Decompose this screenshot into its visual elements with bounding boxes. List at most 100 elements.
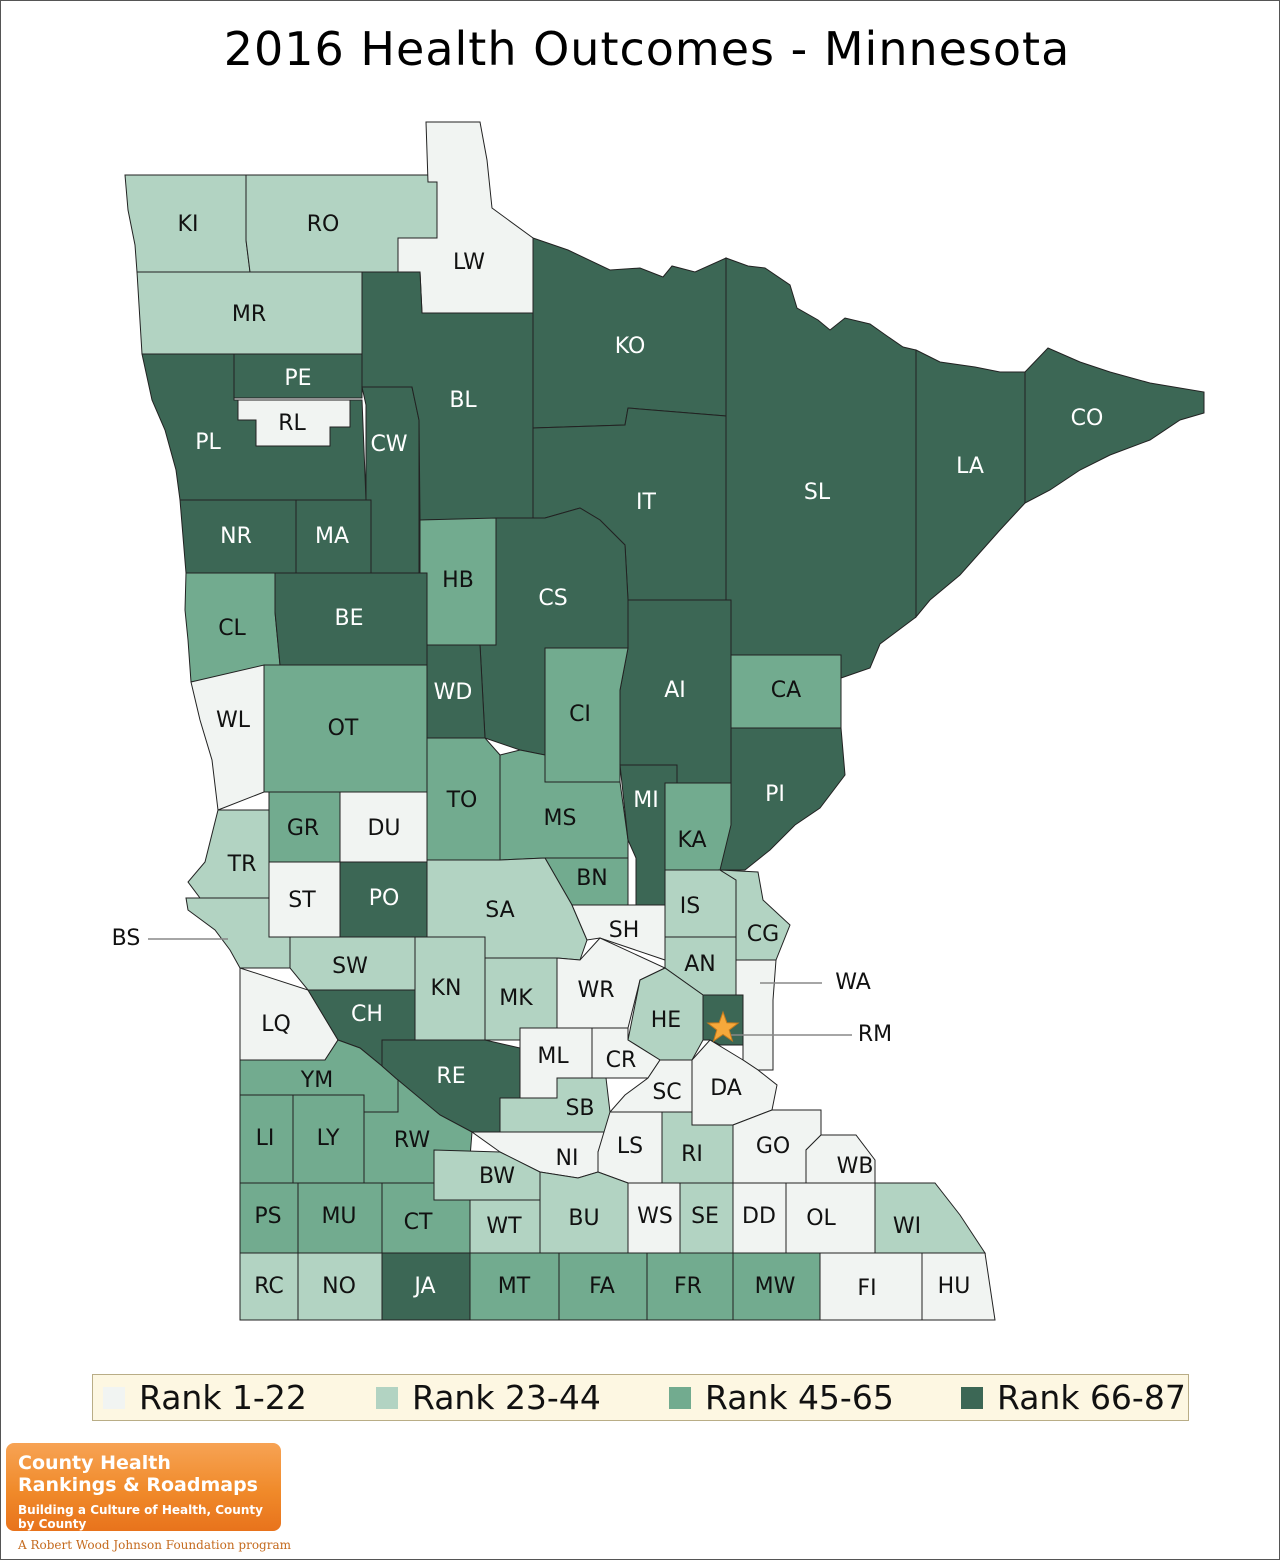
county-sh[interactable] bbox=[571, 904, 666, 961]
county-label-rm: RM bbox=[858, 1022, 892, 1047]
county-label-it: IT bbox=[636, 490, 656, 515]
county-label-an: AN bbox=[684, 952, 716, 977]
county-label-pi: PI bbox=[765, 782, 785, 807]
county-label-ja: JA bbox=[412, 1274, 435, 1299]
county-label-bs: BS bbox=[112, 926, 141, 951]
county-label-wt: WT bbox=[486, 1214, 522, 1239]
county-label-ct: CT bbox=[404, 1210, 433, 1235]
county-label-pe: PE bbox=[284, 366, 311, 391]
county-label-wd: WD bbox=[434, 680, 473, 705]
county-label-tr: TR bbox=[227, 852, 257, 877]
county-cg[interactable] bbox=[718, 869, 791, 961]
legend-item-rank-23-44: Rank 23-44 bbox=[376, 1375, 601, 1420]
county-label-ma: MA bbox=[315, 524, 349, 549]
county-label-wb: WB bbox=[837, 1154, 874, 1179]
county-label-ko: KO bbox=[615, 334, 646, 359]
county-label-ol: OL bbox=[806, 1206, 836, 1231]
county-label-rl: RL bbox=[278, 411, 306, 436]
county-label-ca: CA bbox=[771, 678, 801, 703]
county-hu[interactable] bbox=[921, 1252, 996, 1321]
county-label-la: LA bbox=[956, 454, 984, 479]
county-label-lw: LW bbox=[453, 250, 485, 275]
legend-swatch-rank-1-22 bbox=[103, 1386, 125, 1409]
map-title: 2016 Health Outcomes - Minnesota bbox=[223, 22, 1071, 76]
county-label-mi: MI bbox=[633, 788, 658, 813]
logo-tagline: Building a Culture of Health, County by … bbox=[18, 1503, 263, 1531]
county-label-ls: LS bbox=[617, 1134, 643, 1159]
county-label-mt: MT bbox=[498, 1274, 531, 1299]
county-label-po: PO bbox=[369, 886, 400, 911]
county-label-kn: KN bbox=[431, 976, 462, 1001]
county-label-cr: CR bbox=[606, 1048, 637, 1073]
county-label-rw: RW bbox=[394, 1128, 430, 1153]
county-label-ot: OT bbox=[328, 716, 359, 741]
county-sl[interactable] bbox=[725, 257, 917, 679]
county-label-re: RE bbox=[436, 1064, 465, 1089]
county-label-bu: BU bbox=[568, 1206, 599, 1231]
legend-item-rank-1-22: Rank 1-22 bbox=[103, 1375, 307, 1420]
county-bs[interactable] bbox=[185, 897, 291, 969]
county-label-wa: WA bbox=[835, 970, 871, 995]
county-label-bw: BW bbox=[479, 1164, 515, 1189]
county-label-da: DA bbox=[710, 1076, 742, 1101]
county-label-ci: CI bbox=[569, 702, 591, 727]
county-la[interactable] bbox=[915, 349, 1026, 619]
legend-swatch-rank-66-87 bbox=[961, 1386, 983, 1409]
county-label-is: IS bbox=[680, 894, 700, 919]
county-ko[interactable] bbox=[532, 237, 727, 429]
legend: Rank 1-22 Rank 23-44 Rank 45-65 Rank 66-… bbox=[92, 1374, 1189, 1421]
county-label-cs: CS bbox=[538, 586, 567, 611]
county-label-st: ST bbox=[288, 888, 316, 913]
county-label-ki: KI bbox=[178, 212, 199, 237]
county-co[interactable] bbox=[1024, 347, 1205, 504]
county-da[interactable] bbox=[691, 1039, 778, 1126]
logo-title-line2: Rankings & Roadmaps bbox=[18, 1474, 258, 1496]
county-label-no: NO bbox=[322, 1274, 356, 1299]
legend-label-rank-23-44: Rank 23-44 bbox=[412, 1378, 601, 1417]
county-label-sc: SC bbox=[652, 1080, 681, 1105]
county-label-cg: CG bbox=[747, 922, 779, 947]
county-label-mu: MU bbox=[321, 1204, 356, 1229]
county-label-wl: WL bbox=[216, 708, 251, 733]
rwjf-footer: A Robert Wood Johnson Foundation program bbox=[18, 1538, 291, 1552]
county-label-dd: DD bbox=[742, 1204, 776, 1229]
county-label-ym: YM bbox=[300, 1068, 333, 1093]
county-label-pl: PL bbox=[195, 430, 221, 455]
county-label-fr: FR bbox=[674, 1274, 702, 1299]
county-label-sh: SH bbox=[609, 918, 640, 943]
legend-swatch-rank-45-65 bbox=[669, 1386, 691, 1409]
legend-label-rank-45-65: Rank 45-65 bbox=[705, 1378, 894, 1417]
county-label-rc: RC bbox=[254, 1274, 284, 1299]
county-label-co: CO bbox=[1071, 406, 1104, 431]
county-label-mr: MR bbox=[232, 302, 266, 327]
county-ka[interactable] bbox=[664, 782, 732, 871]
county-label-cw: CW bbox=[370, 432, 407, 457]
county-label-sw: SW bbox=[332, 954, 368, 979]
county-label-ps: PS bbox=[254, 1204, 281, 1229]
county-label-ch: CH bbox=[351, 1002, 383, 1027]
county-label-se: SE bbox=[691, 1204, 719, 1229]
county-label-mk: MK bbox=[499, 986, 533, 1011]
county-label-sb: SB bbox=[565, 1096, 594, 1121]
legend-label-rank-66-87: Rank 66-87 bbox=[997, 1378, 1186, 1417]
county-wi[interactable] bbox=[874, 1182, 986, 1254]
county-wl[interactable] bbox=[190, 664, 265, 811]
county-label-go: GO bbox=[756, 1134, 790, 1159]
county-label-bn: BN bbox=[576, 866, 608, 891]
county-label-wi: WI bbox=[893, 1214, 921, 1239]
legend-label-rank-1-22: Rank 1-22 bbox=[139, 1378, 307, 1417]
county-label-be: BE bbox=[335, 606, 364, 631]
county-label-fi: FI bbox=[857, 1276, 876, 1301]
legend-swatch-rank-23-44 bbox=[376, 1386, 398, 1409]
county-label-ly: LY bbox=[317, 1126, 340, 1151]
county-label-ms: MS bbox=[544, 806, 577, 831]
county-label-ml: ML bbox=[537, 1044, 569, 1069]
county-label-du: DU bbox=[367, 816, 400, 841]
county-label-ro: RO bbox=[307, 212, 340, 237]
logo-title-line1: County Health bbox=[18, 1452, 171, 1474]
county-pl[interactable] bbox=[141, 353, 367, 501]
county-label-cl: CL bbox=[218, 616, 246, 641]
county-is[interactable] bbox=[664, 869, 737, 938]
county-label-sa: SA bbox=[485, 898, 514, 923]
